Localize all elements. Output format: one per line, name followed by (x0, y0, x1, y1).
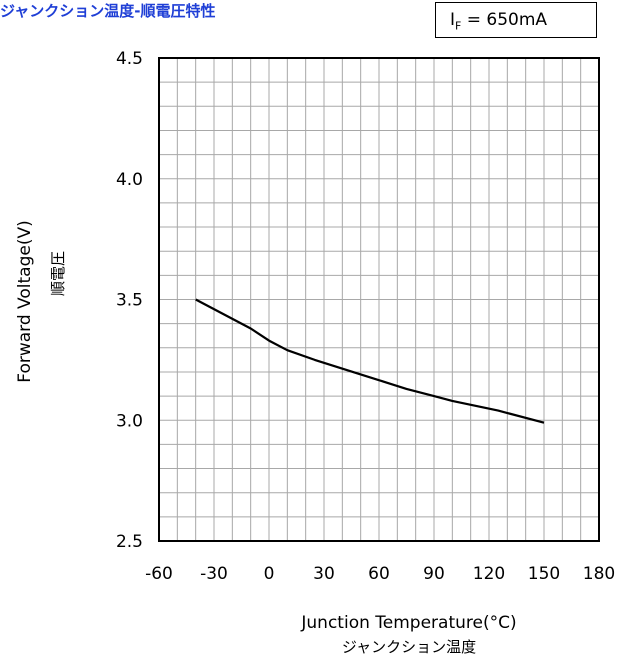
y-axis-subtitle: 順電圧 (49, 251, 67, 296)
y-tick-label: 4.5 (116, 49, 143, 69)
condition-subscript: F (455, 19, 462, 33)
x-tick-label: 150 (528, 564, 560, 584)
x-axis-subtitle: ジャンクション温度 (342, 638, 476, 656)
x-tick-label: 60 (368, 564, 390, 584)
y-axis-title: Forward Voltage(V) (15, 220, 35, 382)
chart-title: ジャンクション温度-順電圧特性 (0, 2, 216, 20)
series-line-0 (195, 298, 545, 424)
x-tick-label: -30 (200, 564, 228, 584)
x-tick-label: 90 (423, 564, 445, 584)
x-tick-label: 0 (264, 564, 275, 584)
y-tick-label: 3.5 (116, 291, 143, 311)
x-tick-label: 30 (313, 564, 335, 584)
x-tick-label: 120 (473, 564, 505, 584)
x-tick-label: 180 (583, 564, 615, 584)
y-tick-label: 2.5 (116, 532, 143, 552)
condition-value: = 650mA (461, 10, 548, 30)
plot-frame (158, 57, 600, 542)
grid-layer (159, 58, 599, 541)
x-tick-labels: -60 -30 0 30 60 90 120 150 180 (145, 564, 615, 584)
y-tick-label: 4.0 (116, 170, 143, 190)
x-tick-label: -60 (145, 564, 173, 584)
y-tick-labels: 2.5 3.0 3.5 4.0 4.5 (116, 49, 143, 552)
condition-symbol: I (450, 10, 456, 30)
condition-box: IF = 650mA (435, 2, 597, 38)
series-layer (195, 298, 545, 424)
y-tick-label: 3.0 (116, 411, 143, 431)
x-axis-title: Junction Temperature(°C) (300, 613, 516, 633)
